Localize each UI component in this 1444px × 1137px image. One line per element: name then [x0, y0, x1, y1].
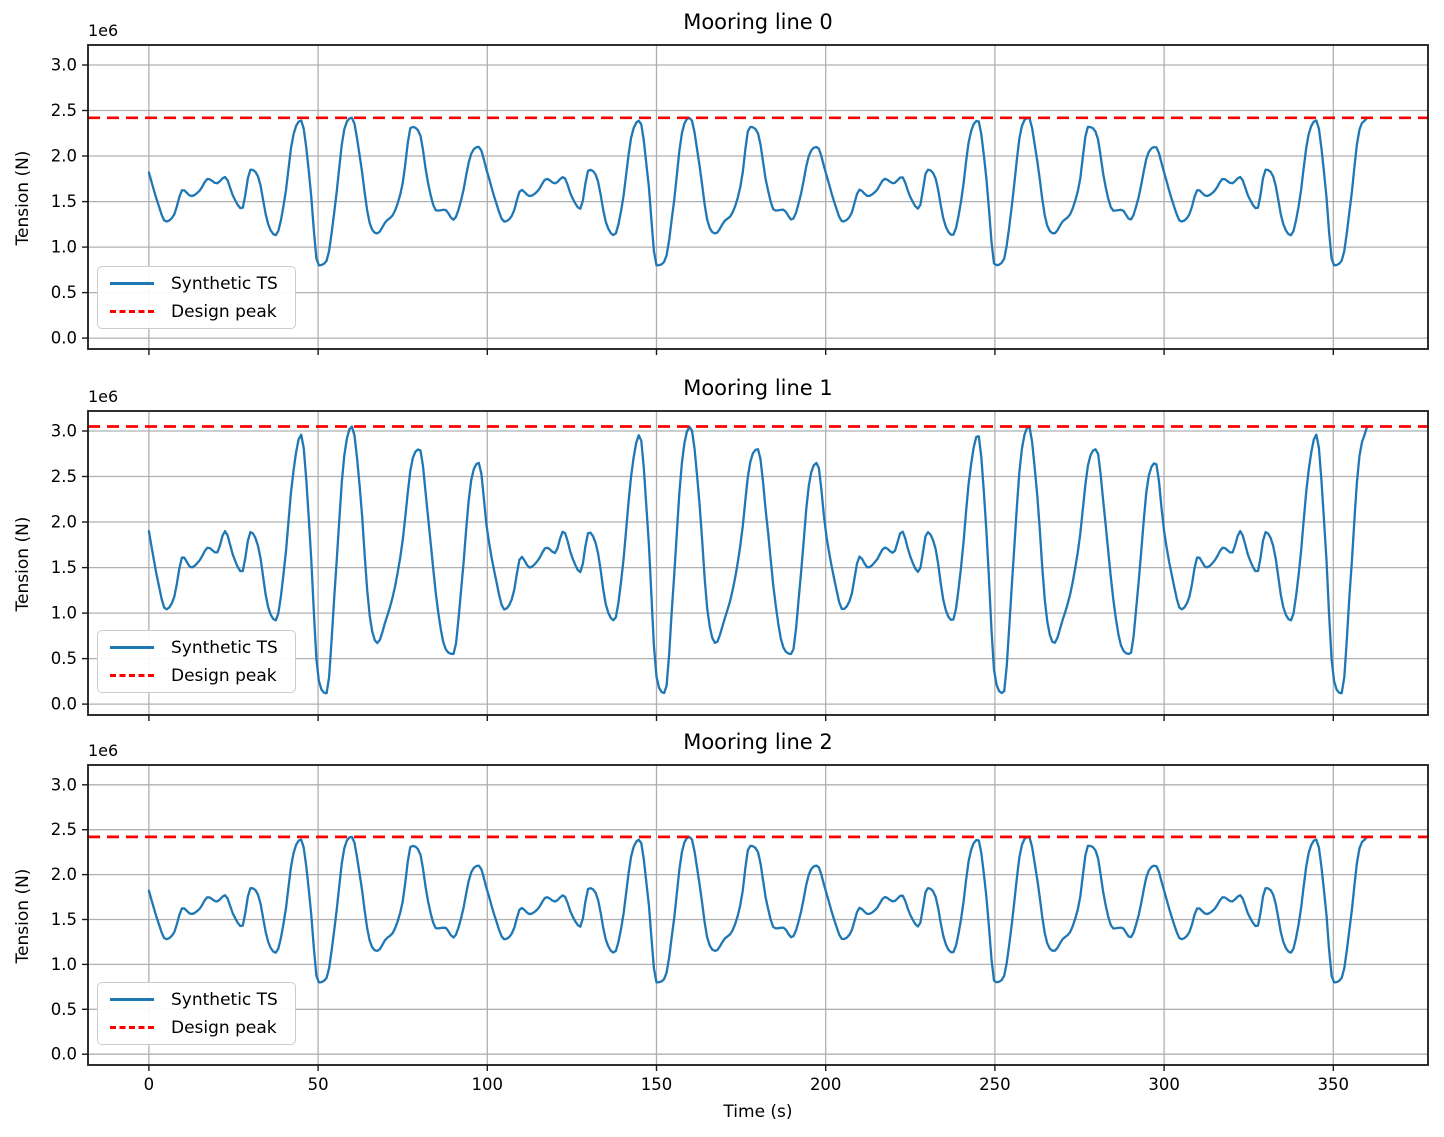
x-axis-label: Time (s)	[723, 1102, 793, 1122]
legend-label-synthetic-ts: Synthetic TS	[171, 273, 278, 294]
legend-label-design-peak: Design peak	[171, 1017, 277, 1038]
x-tick-label: 50	[308, 1075, 329, 1094]
synthetic-ts-line-sample	[110, 282, 154, 285]
y-tick-label: 1.5	[51, 192, 77, 211]
x-tick-label: 100	[472, 1075, 504, 1094]
x-tick-label: 300	[1148, 1075, 1180, 1094]
synthetic-ts-line-sample	[110, 646, 154, 649]
y-tick-label: 2.0	[51, 513, 77, 532]
subplot-1-legend: Synthetic TS Design peak	[97, 630, 296, 693]
synthetic-ts-line	[147, 835, 1369, 984]
x-tick-label: 350	[1318, 1075, 1350, 1094]
subplot-2-title: Mooring line 2	[683, 730, 833, 754]
subplot-0-y-label: Tension (N)	[13, 150, 33, 246]
axes-frame	[87, 764, 1429, 1066]
subplot-1-title: Mooring line 1	[683, 376, 833, 400]
y-tick-label: 0.5	[51, 283, 77, 302]
synthetic-ts-line	[147, 116, 1369, 267]
y-tick-label: 2.0	[51, 147, 77, 166]
x-tick-label: 150	[641, 1075, 673, 1094]
subplot-2-y-label: Tension (N)	[13, 868, 33, 964]
subplot-1-offset-text: 1e6	[88, 387, 119, 406]
legend-label-synthetic-ts: Synthetic TS	[171, 637, 278, 658]
y-tick-label: 1.0	[51, 955, 77, 974]
synthetic-ts-line-sample	[110, 998, 154, 1001]
y-tick-label: 1.5	[51, 558, 77, 577]
subplot-0-legend: Synthetic TS Design peak	[97, 266, 296, 329]
legend-row: Design peak	[110, 665, 283, 686]
legend-row: Design peak	[110, 301, 283, 322]
x-tick-label: 200	[810, 1075, 842, 1094]
y-tick-label: 1.0	[51, 604, 77, 623]
design-peak-line-sample	[110, 1026, 154, 1029]
legend-row: Synthetic TS	[110, 989, 283, 1010]
y-tick-label: 0.5	[51, 1000, 77, 1019]
legend-label-synthetic-ts: Synthetic TS	[171, 989, 278, 1010]
subplot-2-legend: Synthetic TS Design peak	[97, 982, 296, 1045]
subplot-0-title: Mooring line 0	[683, 10, 833, 34]
synthetic-ts-line	[147, 425, 1369, 695]
x-tick-label: 0	[144, 1075, 155, 1094]
y-tick-label: 2.5	[51, 820, 77, 839]
legend-label-design-peak: Design peak	[171, 665, 277, 686]
legend-row: Synthetic TS	[110, 273, 283, 294]
y-tick-label: 2.5	[51, 101, 77, 120]
y-tick-label: 0.0	[51, 329, 77, 348]
subplot-1-y-label: Tension (N)	[13, 516, 33, 612]
axes-frame	[87, 44, 1429, 350]
design-peak-line-sample	[110, 310, 154, 313]
y-tick-label: 2.0	[51, 865, 77, 884]
legend-row: Design peak	[110, 1017, 283, 1038]
x-tick-label: 250	[979, 1075, 1011, 1094]
y-tick-label: 0.5	[51, 649, 77, 668]
y-tick-label: 0.0	[51, 1045, 77, 1064]
legend-row: Synthetic TS	[110, 637, 283, 658]
y-tick-label: 2.5	[51, 467, 77, 486]
y-tick-label: 1.5	[51, 910, 77, 929]
design-peak-line-sample	[110, 674, 154, 677]
y-tick-label: 3.0	[51, 56, 77, 75]
subplot-2-offset-text: 1e6	[88, 741, 119, 760]
subplot-0-offset-text: 1e6	[88, 21, 119, 40]
legend-label-design-peak: Design peak	[171, 301, 277, 322]
axes-frame	[87, 410, 1429, 716]
y-tick-label: 3.0	[51, 775, 77, 794]
y-tick-label: 3.0	[51, 422, 77, 441]
y-tick-label: 1.0	[51, 238, 77, 257]
y-tick-label: 0.0	[51, 695, 77, 714]
